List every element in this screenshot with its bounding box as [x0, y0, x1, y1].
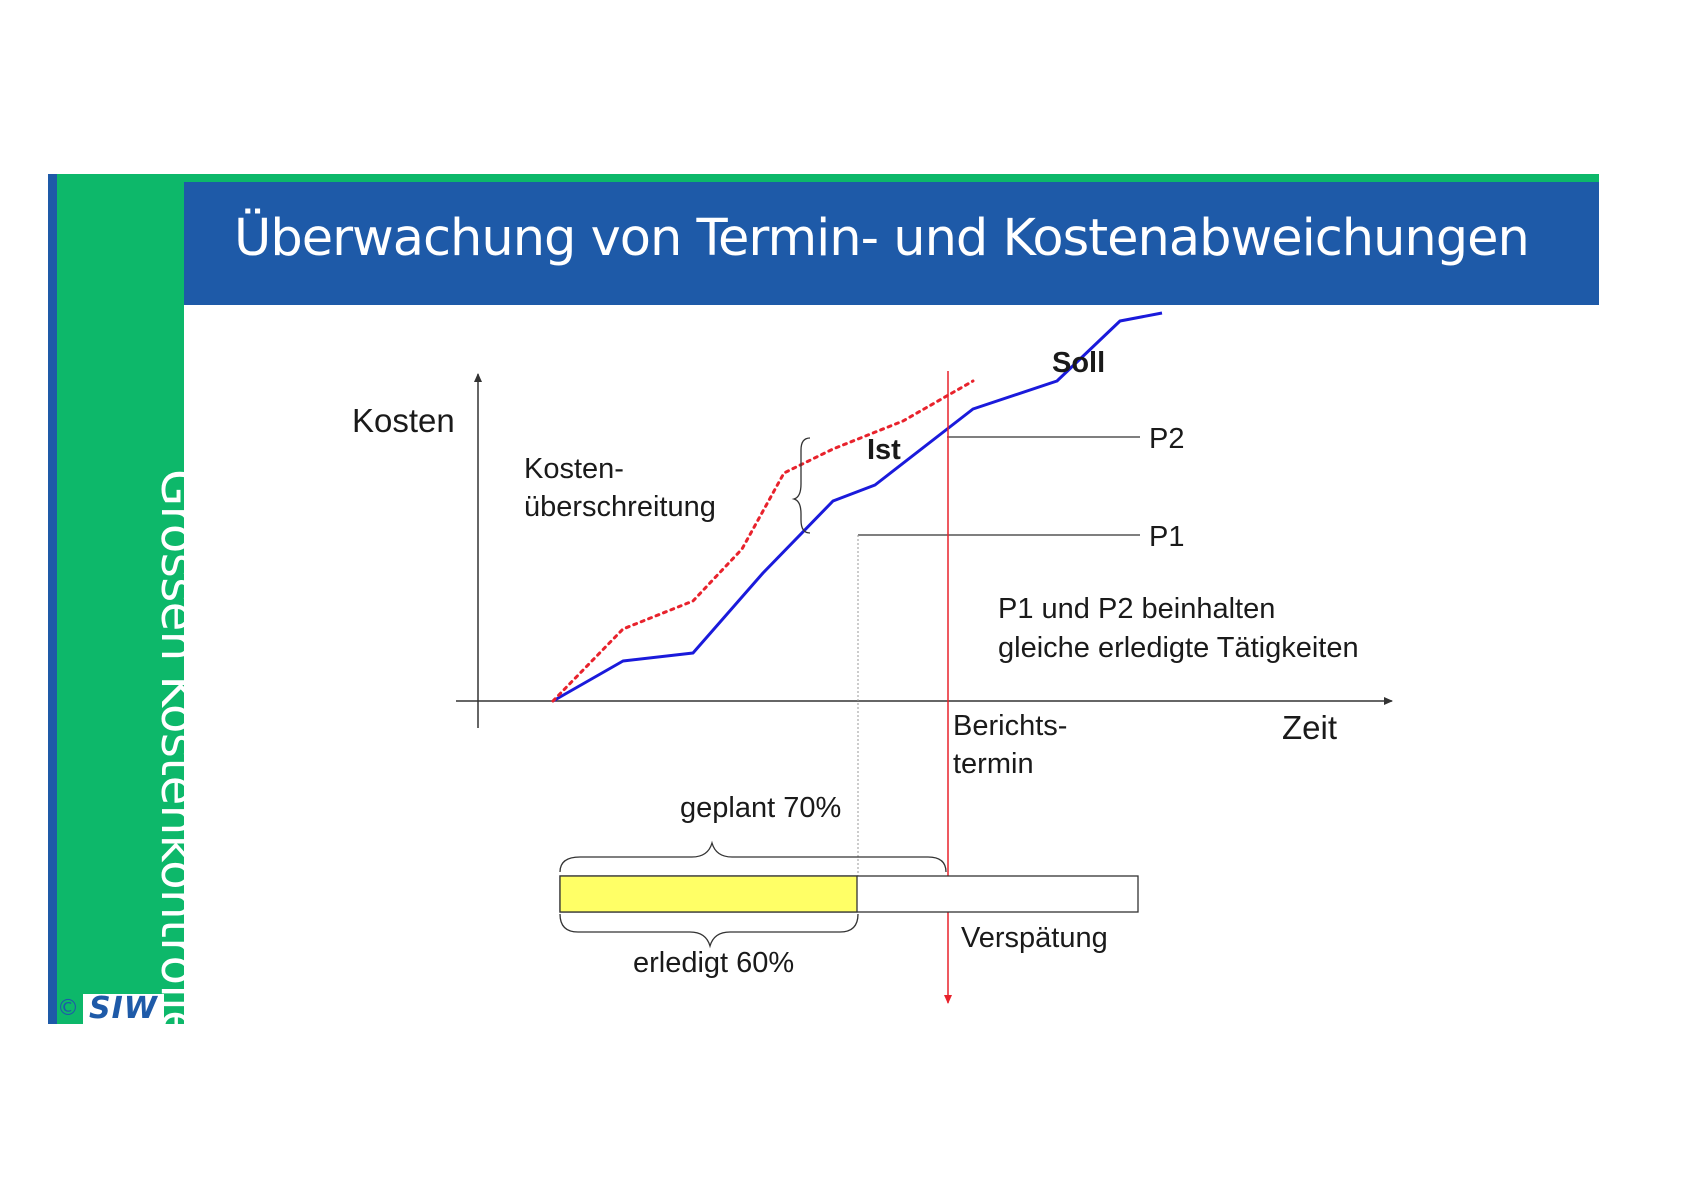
done-label: erledigt 60%	[633, 947, 794, 979]
note-line1: P1 und P2 beinhalten	[998, 593, 1275, 625]
report-date-label-line2: termin	[953, 748, 1034, 780]
planned-label: geplant 70%	[680, 792, 841, 824]
planned-brace	[559, 840, 947, 873]
overrun-brace	[791, 437, 811, 534]
delay-label: Verspätung	[961, 922, 1108, 954]
copyright-symbol: ©	[57, 996, 79, 1021]
header-bar: Überwachung von Termin- und Kostenabweic…	[184, 174, 1599, 305]
page-title: Überwachung von Termin- und Kostenabweic…	[234, 209, 1530, 268]
y-axis-label: Kosten	[352, 402, 455, 439]
report-date-label-line1: Berichts-	[953, 710, 1067, 742]
p1-label: P1	[1149, 521, 1184, 553]
sidebar-label: Grössen Kostenkontrolle	[150, 469, 206, 1040]
siw-logo-mark: SIW	[83, 994, 164, 1024]
done-brace	[559, 913, 859, 949]
note-line2: gleiche erledigte Tätigkeiten	[998, 632, 1359, 664]
logo: © SIW	[57, 994, 184, 1024]
overrun-label-line1: Kosten-	[524, 453, 624, 485]
x-axis-label: Zeit	[1282, 709, 1337, 746]
soll-label: Soll	[1052, 347, 1105, 379]
sidebar: Grössen Kostenkontrolle	[48, 174, 206, 1039]
overrun-label-line2: überschreitung	[524, 491, 716, 523]
progress-bar-done-fill	[559, 875, 858, 913]
ist-series-line	[551, 379, 975, 703]
ist-label: Ist	[867, 434, 901, 466]
soll-series-line	[552, 311, 1163, 703]
p2-label: P2	[1149, 423, 1184, 455]
